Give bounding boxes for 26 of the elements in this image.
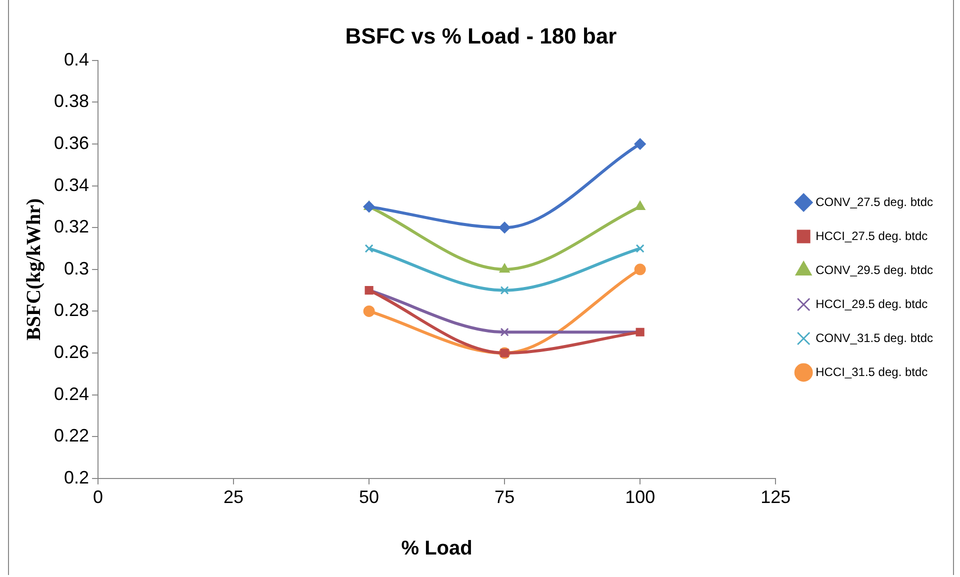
y-tick-label: 0.32	[54, 216, 90, 237]
chart-title: BSFC vs % Load - 180 bar	[345, 23, 618, 48]
x-axis-title: % Load	[401, 538, 472, 560]
x-tick-label: 125	[760, 487, 791, 508]
legend-label: HCCI_29.5 deg. btdc	[816, 296, 928, 311]
y-tick-label: 0.38	[54, 91, 90, 112]
legend-label: HCCI_27.5 deg. btdc	[816, 228, 928, 243]
y-tick-label: 0.26	[54, 342, 90, 362]
x-tick-label: 75	[494, 487, 515, 508]
x-tick-label: 25	[224, 487, 244, 508]
y-tick-label: 0.4	[64, 49, 90, 70]
y-tick-label: 0.24	[54, 384, 90, 404]
legend-label: CONV_29.5 deg. btdc	[816, 262, 933, 277]
y-tick-label: 0.36	[54, 132, 90, 153]
y-tick-label: 0.22	[54, 426, 90, 446]
legend-label: CONV_27.5 deg. btdc	[816, 194, 933, 209]
x-tick-label: 0	[93, 487, 104, 508]
y-tick-label: 0.28	[54, 300, 90, 320]
y-tick-label: 0.34	[54, 174, 90, 195]
x-tick-label: 100	[625, 487, 656, 508]
y-tick-label: 0.3	[64, 258, 90, 278]
legend-label: CONV_31.5 deg. btdc	[816, 330, 933, 345]
x-tick-label: 50	[359, 487, 380, 508]
legend-label: HCCI_31.5 deg. btdc	[816, 364, 928, 379]
y-axis-title: BSFC(kg/kWhr)	[23, 198, 46, 341]
y-tick-label: 0.2	[64, 467, 90, 488]
